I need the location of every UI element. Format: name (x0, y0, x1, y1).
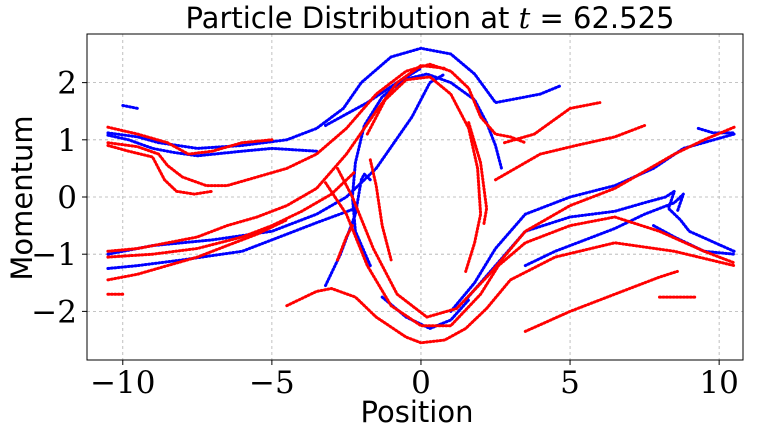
chart-title-value: = 62.525 (530, 1, 674, 35)
red-particle-strand (106, 218, 289, 282)
x-tick-label: −5 (249, 365, 295, 401)
red-particle-strand (106, 144, 214, 196)
red-particle-strand (106, 169, 357, 259)
y-tick-label: 1 (57, 123, 77, 159)
red-particle-strand (365, 75, 483, 273)
chart-title-variable: t (519, 1, 531, 35)
red-particle-strand (106, 62, 527, 188)
y-axis-label: Momentum (5, 115, 39, 280)
red-particle-strand (336, 125, 736, 319)
blue-particle-strand (121, 104, 140, 110)
chart-title: Particle Distribution at t = 62.525 (185, 1, 674, 35)
y-tick-label: 2 (57, 66, 77, 102)
y-tick-label: −1 (31, 237, 77, 273)
blue-particle-strand (106, 206, 357, 270)
x-axis-label: Position (361, 395, 474, 429)
red-particle-strand (106, 64, 447, 253)
red-particle-strand (336, 224, 354, 262)
red-particle-series (106, 62, 736, 345)
red-particle-strand (368, 158, 393, 262)
y-tick-label: −2 (31, 294, 77, 330)
red-particle-strand (523, 269, 679, 333)
plot-area (106, 46, 736, 345)
y-tick-label: 0 (57, 180, 77, 216)
chart-title-prefix: Particle Distribution at (185, 1, 518, 35)
red-particle-strand (285, 241, 736, 345)
red-particle-strand (106, 125, 274, 156)
x-tick-label: 5 (560, 365, 580, 401)
red-particle-strand (324, 181, 736, 328)
red-particle-strand (467, 121, 489, 228)
x-tick-label: 10 (699, 365, 738, 401)
blue-particle-strand (696, 126, 736, 135)
red-particle-strand (494, 124, 647, 182)
grid-lines (87, 34, 743, 360)
blue-particle-strand (380, 295, 471, 330)
red-particle-strand (503, 101, 602, 145)
x-tick-label: 0 (411, 365, 431, 401)
x-tick-label: −10 (90, 365, 155, 401)
blue-particle-strand (106, 72, 447, 256)
